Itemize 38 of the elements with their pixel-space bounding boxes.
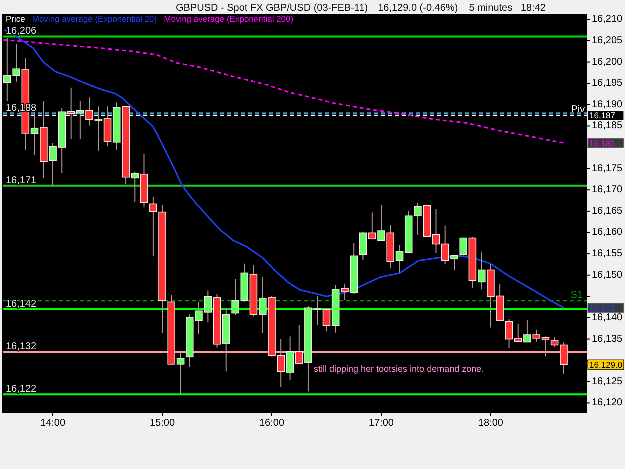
x-tick-label: 17:00 [368,418,394,429]
annotation: Piv [571,104,586,116]
x-tick-label: 15:00 [150,418,176,429]
y-tick-label: 16,190 [592,99,624,110]
y-tick-label: 16,150 [592,270,624,281]
y-tick-label: 16,165 [592,206,624,217]
y-tick-label: 16,125 [592,376,624,388]
y-tick-label: 16,155 [592,248,624,260]
text: Price [6,14,26,24]
annotation: 16,187 [590,110,616,121]
ref-line-label: 16,142 [6,298,38,310]
chart-title: GBPUSD - Spot FX GBP/USD (03-FEB-11) [176,3,368,14]
text: Moving average (Exponential 20) [32,14,158,24]
ref-line-label: 16,132 [6,342,38,353]
y-tick-label: 16,135 [592,334,624,345]
y-tick-label: 16,210 [592,14,624,26]
y-tick-label: 16,170 [592,184,624,196]
line-series [4,29,565,309]
y-tick-label: 16,160 [592,227,624,238]
chart-subtitle: 16,129.0 (-0.46%) 5 minutes 18:42 [378,3,546,14]
line-series [3,39,565,144]
ref-line-label: 16,122 [6,384,38,396]
annotation: still dipping her tootsies into demand zone. [314,364,484,374]
x-tick-label: 14:00 [40,418,66,429]
y-tick-label: 16,140 [592,312,624,324]
annotation: S1 [570,290,584,301]
annotation: 16,181 [590,138,616,148]
text: Moving average (Exponential 200) [164,14,294,24]
x-tick-label: 18:00 [478,418,504,429]
ref-line-label: 16,171 [6,175,38,186]
y-tick-label: 16,200 [592,56,624,68]
y-tick-label: 16,120 [592,398,624,409]
y-tick-label: 16,185 [592,120,624,132]
y-tick-label: 16,175 [592,163,624,174]
y-tick-label: 16,195 [592,78,624,90]
y-tick-label: 16,205 [592,35,624,46]
x-tick-label: 16:00 [259,418,285,429]
annotation: 16,142 [590,303,616,314]
